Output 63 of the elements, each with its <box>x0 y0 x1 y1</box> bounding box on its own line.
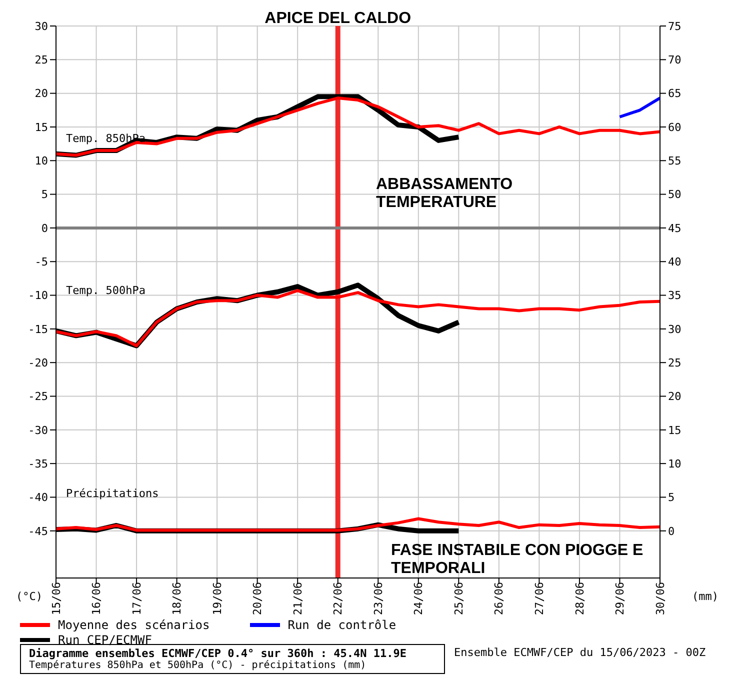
annotation: ABBASSAMENTO TEMPERATURE <box>376 176 514 212</box>
y-tick-label: -40 <box>28 491 48 504</box>
x-tick-label: 23/06 <box>372 582 385 616</box>
line-series <box>56 517 660 532</box>
x-tick-label: 25/06 <box>452 582 466 616</box>
text: Diagramme ensembles ECMWF/CEP 0.4° sur 360h : 45.4N 11.9E <box>29 647 408 660</box>
y2-tick-label: 55 <box>668 154 682 168</box>
x-tick-label: 20/06 <box>251 582 264 616</box>
y2-tick-label: 45 <box>668 222 682 235</box>
ref-line-label: APICE DEL CALDO <box>264 10 412 27</box>
y-tick-label: -35 <box>28 457 48 470</box>
annotation: FASE INSTABILE CON PIOGGE E TEMPORALI <box>391 542 644 578</box>
y-tick-label: 30 <box>34 20 48 33</box>
y-tick-label: -45 <box>28 524 48 538</box>
x-tick-label: 26/06 <box>492 582 506 616</box>
text: Températures 850hPa et 500hPa (°C) - précipitations (mm) <box>29 660 368 671</box>
y-tick-label: 5 <box>41 188 48 202</box>
x-tick-label: 27/06 <box>533 582 546 616</box>
text: Ensemble ECMWF/CEP du 15/06/2023 - 00Z <box>454 646 706 659</box>
y2-tick-label: 75 <box>668 20 682 33</box>
x-tick-label: 29/06 <box>614 582 627 616</box>
annotation: Temp. 500hPa <box>66 284 146 297</box>
y-tick-label: 10 <box>34 154 48 168</box>
y-tick-label: -5 <box>34 256 48 269</box>
y2-tick-label: 70 <box>668 54 682 67</box>
line-series <box>56 96 660 157</box>
y2-tick-label: 60 <box>668 120 682 134</box>
y2-tick-label: 25 <box>668 356 682 370</box>
y2-tick-label: 20 <box>668 390 682 404</box>
x-tick-label: 21/06 <box>291 582 304 616</box>
y-tick-label: -10 <box>28 289 48 302</box>
x-tick-label: 24/06 <box>412 582 426 616</box>
x-tick-label: 22/06 <box>332 582 345 616</box>
y2-tick-label: 65 <box>668 87 682 100</box>
legend-label: Moyenne des scénarios <box>58 618 210 632</box>
y-tick-label: 15 <box>34 120 48 134</box>
x-tick-label: 17/06 <box>130 582 144 616</box>
x-tick-label: 28/06 <box>573 582 586 616</box>
y2-tick-label: 40 <box>668 256 682 269</box>
y2-tick-label: 15 <box>668 424 682 437</box>
y2-tick-label: 0 <box>668 524 675 538</box>
y-tick-label: 25 <box>34 54 48 67</box>
x-tick-label: 15/06 <box>50 582 63 616</box>
annotation: Précipitations <box>66 487 159 500</box>
x-tick-label: 30/06 <box>654 582 667 616</box>
x-tick-label: 18/06 <box>170 582 184 616</box>
y-tick-label: -25 <box>28 390 48 404</box>
y2-tick-label: 35 <box>668 289 682 302</box>
y2-tick-label: 10 <box>668 457 682 470</box>
y2-tick-label: 30 <box>668 322 682 336</box>
y-axis-title: (°C) <box>16 590 42 603</box>
y-tick-label: -20 <box>28 356 48 370</box>
y2-axis-title: (mm) <box>692 590 718 603</box>
y-tick-label: -15 <box>28 322 48 336</box>
legend-label: Run CEP/ECMWF <box>58 632 152 646</box>
x-tick-label: 19/06 <box>210 582 224 616</box>
legend-label: Run de contrôle <box>288 618 396 632</box>
y2-tick-label: 5 <box>668 491 675 504</box>
y-tick-label: 20 <box>34 87 48 100</box>
y-tick-label: -30 <box>28 424 48 437</box>
x-tick-label: 16/06 <box>90 582 104 616</box>
y2-tick-label: 50 <box>668 188 682 202</box>
y-tick-label: 0 <box>41 222 48 235</box>
